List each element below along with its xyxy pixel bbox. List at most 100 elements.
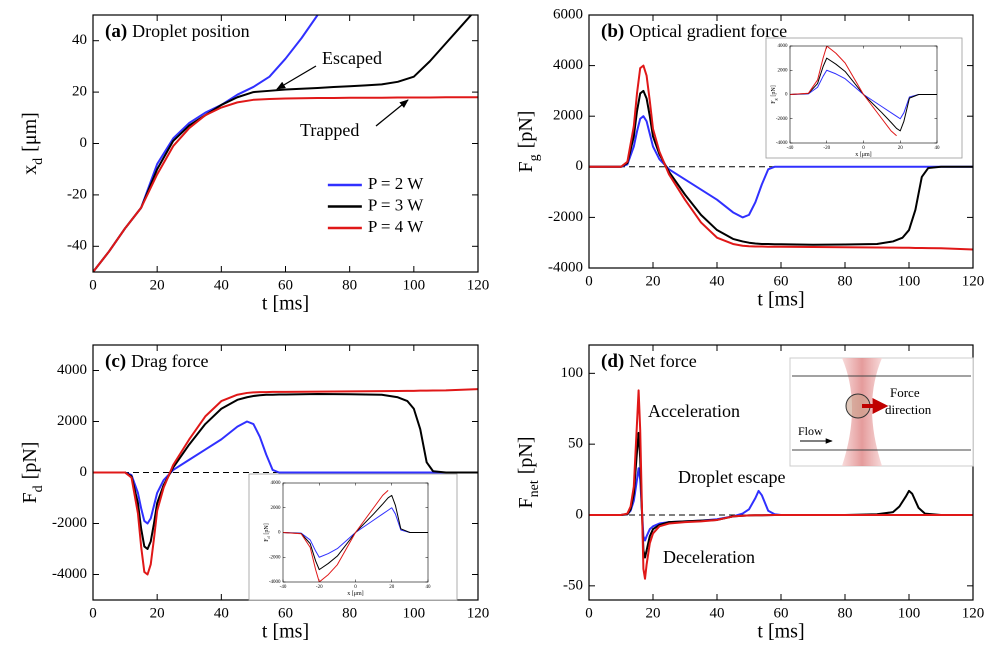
series-line	[283, 490, 389, 582]
y-axis-label: Fg[pN]	[771, 85, 778, 104]
y-axis-label: xd [μm]	[19, 112, 46, 175]
x-axis-label: t [ms]	[757, 620, 804, 642]
series-line	[790, 57, 937, 132]
x-tick-label: 20	[150, 605, 165, 621]
x-tick-label: 20	[389, 585, 395, 590]
y-tick-label: 50	[568, 436, 583, 452]
x-tick-label: 0	[354, 585, 357, 590]
y-label-unit: [pN]	[515, 437, 537, 475]
y-tick-label: -2000	[52, 515, 87, 531]
x-tick-label: 80	[342, 277, 357, 293]
y-tick-label: 40	[72, 32, 87, 48]
x-tick-label: 20	[646, 273, 661, 289]
y-tick-label: 0	[80, 135, 88, 151]
y-tick-label: -20	[67, 186, 87, 202]
annotation: Acceleration	[648, 401, 740, 421]
force-label: direction	[885, 402, 932, 417]
x-tick-label: 40	[935, 146, 941, 151]
series-line	[93, 392, 478, 550]
x-tick-label: 60	[774, 273, 789, 289]
y-label-main: F	[771, 100, 777, 104]
annotation: Droplet escape	[678, 467, 785, 487]
series-line	[283, 507, 428, 558]
y-tick-label: 0	[576, 506, 584, 522]
series-line	[93, 15, 473, 272]
annotation: Escaped	[322, 48, 382, 68]
x-tick-label: 120	[962, 273, 985, 289]
y-tick-label: -4000	[269, 580, 281, 585]
series-line	[589, 389, 973, 580]
x-tick-label: 60	[278, 277, 293, 293]
y-tick-label: 4000	[271, 481, 282, 486]
y-axis-label: Fg[pN]	[515, 111, 542, 173]
panel-label: (d)	[601, 351, 624, 372]
y-tick-label: 2000	[553, 108, 583, 124]
x-tick-label: 80	[342, 605, 357, 621]
x-tick-label: 0	[89, 605, 97, 621]
legend-label: P = 4 W	[368, 217, 424, 236]
x-tick-label: 40	[710, 273, 725, 289]
series-line	[790, 69, 937, 120]
x-tick-label: 20	[898, 146, 904, 151]
y-tick-label: -2000	[776, 117, 788, 122]
legend-label: P = 2 W	[368, 174, 424, 193]
y-tick-label: 4000	[57, 362, 87, 378]
x-tick-label: 80	[838, 605, 853, 621]
flow-label: Flow	[798, 424, 823, 438]
x-tick-label: 40	[710, 605, 725, 621]
annotation: Trapped	[300, 120, 359, 140]
x-tick-label: 0	[585, 273, 593, 289]
plot-frame	[789, 45, 938, 144]
x-tick-label: 100	[898, 273, 921, 289]
y-tick-label: 0	[785, 93, 788, 98]
panel-title: (c) Drag force	[105, 351, 209, 372]
x-tick-label: 60	[774, 605, 789, 621]
panel-label: (c)	[105, 351, 126, 372]
y-tick-label: 4000	[778, 44, 789, 49]
y-label-sub: g	[773, 97, 778, 100]
y-label-main: F	[515, 161, 537, 172]
inset-frame	[765, 37, 963, 159]
x-tick-label: 120	[467, 605, 490, 621]
plot-frame	[282, 482, 429, 583]
y-label-main: F	[515, 497, 537, 508]
y-tick-label: -2000	[548, 209, 583, 225]
x-tick-label: 0	[585, 605, 593, 621]
x-tick-label: 120	[962, 605, 985, 621]
x-tick-label: 60	[278, 605, 293, 621]
x-tick-label: -40	[787, 146, 794, 151]
x-tick-label: 100	[898, 605, 921, 621]
panel-label: (a)	[105, 21, 127, 42]
y-label-sub: d	[31, 485, 46, 492]
series-line	[283, 494, 428, 571]
y-axis-label: Fd [pN]	[19, 442, 46, 504]
y-label-sub: net	[527, 480, 542, 497]
panel-title-text: Drag force	[131, 351, 208, 371]
panel-title: (a) Droplet position	[105, 21, 250, 42]
x-tick-label: 100	[403, 277, 426, 293]
y-tick-label: -40	[67, 238, 87, 254]
y-label-unit: [μm]	[19, 112, 41, 152]
legend-label: P = 3 W	[368, 195, 424, 214]
y-tick-label: 0	[80, 464, 88, 480]
x-tick-label: 120	[467, 277, 490, 293]
panel-title-text: Droplet position	[132, 21, 250, 41]
x-tick-label: 40	[426, 585, 432, 590]
x-tick-label: 40	[214, 605, 229, 621]
y-tick-label: 2000	[57, 413, 87, 429]
y-label-sub: g	[527, 154, 542, 161]
x-tick-label: -20	[823, 146, 830, 151]
plot-frame	[588, 14, 974, 269]
series-line	[790, 46, 897, 137]
panel-title: (d) Net force	[601, 351, 697, 372]
x-tick-label: 0	[862, 146, 865, 151]
series-line	[589, 64, 973, 251]
x-tick-label: 100	[403, 605, 426, 621]
y-label-unit: [pN]	[771, 85, 777, 96]
y-label-main: x	[19, 165, 41, 175]
series-line	[589, 115, 973, 219]
x-tick-label: 80	[838, 273, 853, 289]
annotation: Deceleration	[663, 547, 755, 567]
annotation-arrow	[375, 99, 409, 127]
x-tick-label: 20	[150, 277, 165, 293]
